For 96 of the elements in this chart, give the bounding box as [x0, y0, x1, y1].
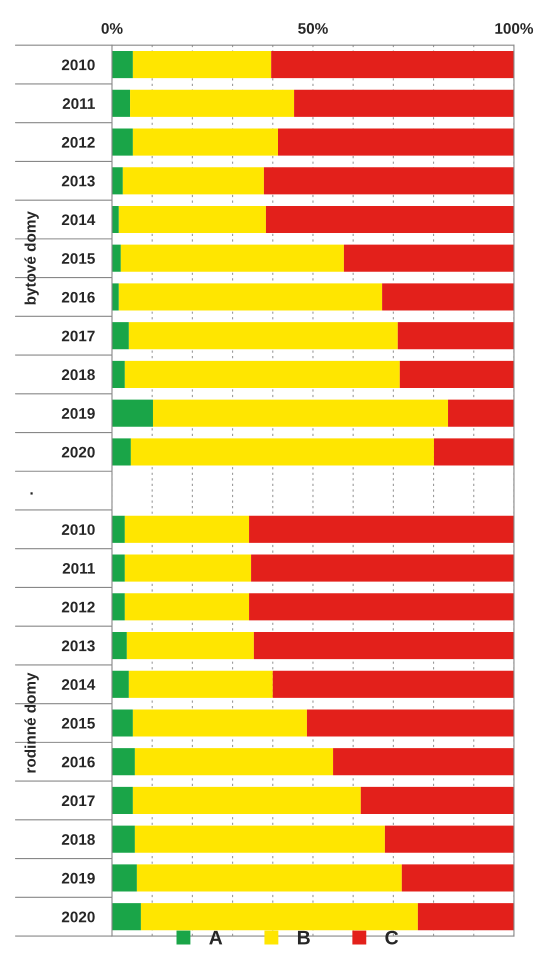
y-tick-label: 2010	[62, 59, 95, 70]
bar	[118, 206, 266, 234]
bar	[400, 360, 514, 388]
bar	[152, 400, 448, 427]
x-tick-label: 0%	[102, 23, 123, 34]
bar	[112, 632, 127, 660]
y-tick-label: 2013	[62, 640, 95, 652]
bar	[124, 554, 252, 582]
bar	[112, 244, 121, 272]
bar	[112, 748, 135, 776]
bar	[112, 438, 131, 466]
bar	[132, 786, 361, 814]
bar	[112, 786, 133, 814]
bar	[112, 283, 119, 311]
bar	[333, 748, 514, 776]
bar	[254, 632, 514, 660]
bar	[112, 360, 125, 388]
bar	[251, 554, 514, 582]
bar	[132, 51, 272, 78]
y-tick-label: 2015	[62, 253, 95, 264]
y-tick-label: 2019	[62, 872, 95, 884]
bar	[134, 826, 385, 853]
y-tick-label: 2014	[62, 679, 96, 690]
bar	[112, 400, 153, 427]
bar	[266, 206, 514, 234]
y-tick-label: 2015	[62, 718, 95, 729]
bar	[124, 360, 400, 388]
bar	[278, 128, 514, 156]
bar	[132, 709, 307, 737]
bar	[126, 632, 254, 660]
bar	[306, 709, 514, 737]
bar	[112, 128, 133, 156]
y-tick-label: 2016	[62, 756, 95, 768]
legend-label: B	[298, 930, 310, 944]
y-tick-label: 2011	[62, 562, 95, 574]
y-tick-label: 2011	[62, 98, 95, 109]
bar	[122, 167, 264, 194]
bar	[112, 554, 125, 582]
bar	[384, 826, 514, 853]
bar	[271, 51, 514, 78]
bar	[112, 826, 135, 853]
bar	[136, 864, 402, 892]
bar	[112, 516, 125, 543]
y-tick-label: 2010	[62, 524, 95, 536]
bar	[112, 167, 123, 194]
bar	[128, 670, 273, 698]
x-tick-label: 50%	[298, 23, 328, 34]
y-tick-label: 2017	[62, 795, 95, 806]
y-tick-label: 2020	[62, 446, 95, 458]
bar	[249, 593, 514, 620]
bar	[128, 322, 398, 350]
bar	[112, 709, 133, 737]
bar	[448, 400, 514, 427]
y-tick-label: 2016	[62, 292, 95, 303]
bar	[112, 593, 125, 620]
x-tick-label: 100%	[495, 23, 534, 34]
bar	[134, 748, 334, 776]
text: bytové domy	[24, 211, 39, 304]
bar	[294, 90, 514, 117]
y-tick-label: 2012	[62, 136, 95, 148]
bar	[402, 864, 514, 892]
bar	[112, 670, 129, 698]
bar	[124, 516, 250, 543]
bar	[130, 438, 434, 466]
y-tick-label: 2017	[62, 330, 95, 342]
text: rodinné domy	[24, 672, 39, 772]
bar	[112, 903, 141, 930]
bar	[360, 786, 514, 814]
bar	[272, 670, 514, 698]
bar	[130, 90, 294, 117]
bar	[398, 322, 514, 350]
legend-label: C	[385, 930, 398, 945]
y-tick-label: 2020	[62, 912, 95, 922]
legend-label: A	[209, 930, 222, 944]
y-tick-label: 2013	[62, 176, 95, 186]
bar	[118, 283, 382, 311]
bar	[344, 244, 514, 272]
bar	[434, 438, 514, 466]
y-tick-label: 2019	[62, 408, 95, 419]
bar	[112, 206, 119, 234]
y-tick-label: 2018	[62, 369, 95, 380]
y-tick-label: 2012	[62, 602, 95, 612]
y-tick-label: 2014	[62, 214, 96, 226]
bar	[249, 516, 514, 543]
bar	[112, 51, 133, 78]
bar	[112, 90, 130, 117]
y-tick-label: 2018	[62, 834, 95, 845]
text: .	[30, 492, 33, 495]
bar	[124, 593, 250, 620]
bar	[418, 903, 514, 930]
bar	[112, 864, 137, 892]
bar	[120, 244, 344, 272]
bar	[112, 322, 129, 350]
bar	[264, 167, 514, 194]
bar	[132, 128, 278, 156]
bar	[382, 283, 514, 311]
